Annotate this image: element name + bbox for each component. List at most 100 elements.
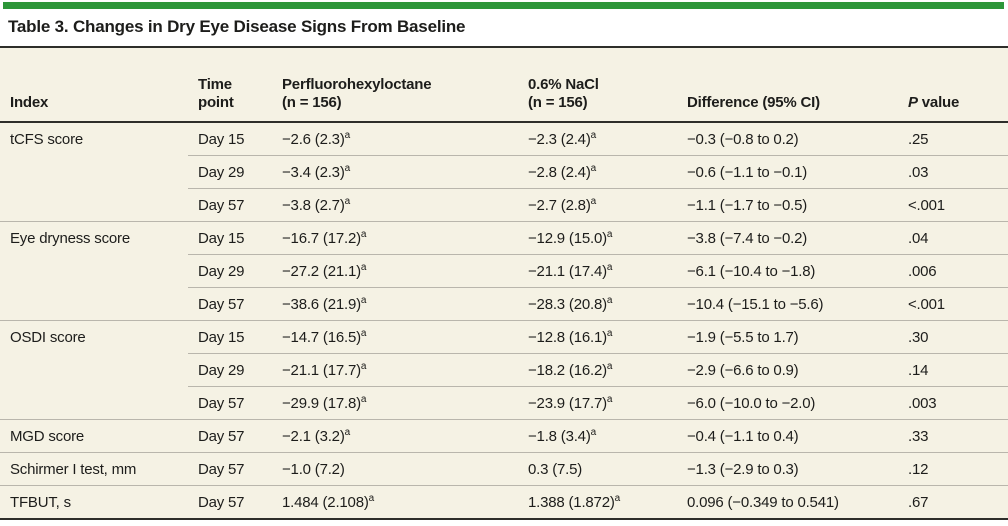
cell-index: MGD score — [0, 419, 188, 453]
footnote-marker: a — [344, 195, 351, 207]
table-title: Table 3. Changes in Dry Eye Disease Sign… — [8, 17, 466, 36]
table-row: Eye dryness score Day 15 −16.7 (17.2)a −12.… — [0, 221, 1008, 255]
footnote-marker: a — [360, 327, 367, 339]
cell-time: Day 57 — [188, 386, 272, 420]
table-row: Day 29 −3.4 (2.3)a −2.8 (2.4)a −0.6 (−1.1 t… — [0, 155, 1008, 189]
cell-index: OSDI score — [0, 320, 188, 354]
footnote-marker: a — [606, 228, 613, 240]
cell-time: Day 29 — [188, 155, 272, 189]
cell-pfho: −21.1 (17.7)a — [272, 353, 518, 387]
cell-time: Day 57 — [188, 419, 272, 453]
cell-p: .003 — [898, 386, 1008, 420]
cell-time: Day 15 — [188, 320, 272, 354]
cell-index — [0, 354, 188, 387]
table-row: OSDI score Day 15 −14.7 (16.5)a −12.8 (16.1… — [0, 320, 1008, 354]
table-row: TFBUT, s Day 57 1.484 (2.108)a 1.388 (1.872… — [0, 485, 1008, 519]
cell-index: Eye dryness score — [0, 221, 188, 255]
table-row: Day 57 −29.9 (17.8)a −23.9 (17.7)a −6.0 (−1… — [0, 386, 1008, 420]
cell-nacl: −12.8 (16.1)a — [518, 320, 677, 354]
cell-time: Day 57 — [188, 287, 272, 321]
cell-pfho: −1.0 (7.2) — [272, 452, 518, 486]
col-header-diff: Difference (95% CI) — [677, 48, 898, 123]
cell-p: .25 — [898, 121, 1008, 156]
cell-diff: −10.4 (−15.1 to −5.6) — [677, 287, 898, 321]
table-row: Day 57 −38.6 (21.9)a −28.3 (20.8)a −10.4 (−… — [0, 287, 1008, 321]
cell-p: <.001 — [898, 287, 1008, 321]
cell-p: .04 — [898, 221, 1008, 255]
table-row: Schirmer I test, mm Day 57 −1.0 (7.2) 0.3 (… — [0, 452, 1008, 486]
cell-p: .14 — [898, 353, 1008, 387]
footnote-marker: a — [360, 261, 367, 273]
footnote-marker: a — [344, 426, 351, 438]
cell-nacl: −18.2 (16.2)a — [518, 353, 677, 387]
cell-diff: −6.0 (−10.0 to −2.0) — [677, 386, 898, 420]
cell-p: .12 — [898, 452, 1008, 486]
cell-time: Day 29 — [188, 254, 272, 288]
cell-nacl: −12.9 (15.0)a — [518, 221, 677, 255]
cell-nacl: −21.1 (17.4)a — [518, 254, 677, 288]
cell-pfho: −27.2 (21.1)a — [272, 254, 518, 288]
cell-p: .67 — [898, 485, 1008, 519]
cell-time: Day 15 — [188, 221, 272, 255]
cell-nacl: −2.8 (2.4)a — [518, 155, 677, 189]
cell-pfho: 1.484 (2.108)a — [272, 485, 518, 519]
cell-nacl: −1.8 (3.4)a — [518, 419, 677, 453]
footnote-marker: a — [344, 162, 351, 174]
footnote-marker: a — [344, 129, 351, 141]
col-header-time: Time point — [188, 48, 272, 123]
cell-diff: −0.6 (−1.1 to −0.1) — [677, 155, 898, 189]
cell-index — [0, 189, 188, 222]
table-title-block: Table 3. Changes in Dry Eye Disease Sign… — [0, 9, 1008, 48]
cell-nacl: −2.7 (2.8)a — [518, 188, 677, 222]
footnote-marker: a — [606, 360, 613, 372]
cell-diff: −0.3 (−0.8 to 0.2) — [677, 121, 898, 156]
cell-pfho: −3.8 (2.7)a — [272, 188, 518, 222]
cell-index: TFBUT, s — [0, 485, 188, 519]
col-header-nacl: 0.6% NaCl (n = 156) — [518, 48, 677, 123]
table-row: Day 29 −21.1 (17.7)a −18.2 (16.2)a −2.9 (−6… — [0, 353, 1008, 387]
cell-p: .03 — [898, 155, 1008, 189]
table-header-row: Index Time point Perfluorohexyloctane (n = 1… — [0, 48, 1008, 123]
table-header: Index Time point Perfluorohexyloctane (n = 1… — [0, 48, 1008, 123]
footnote-marker: a — [590, 162, 597, 174]
table-row: tCFS score Day 15 −2.6 (2.3)a −2.3 (2.4)a −0… — [0, 121, 1008, 156]
cell-diff: −0.4 (−1.1 to 0.4) — [677, 419, 898, 453]
cell-index — [0, 255, 188, 288]
footnote-marker: a — [606, 261, 613, 273]
footnote-marker: a — [606, 294, 613, 306]
cell-pfho: −14.7 (16.5)a — [272, 320, 518, 354]
cell-index: Schirmer I test, mm — [0, 452, 188, 486]
cell-nacl: 0.3 (7.5) — [518, 452, 677, 486]
footnote-marker: a — [590, 195, 597, 207]
footnote-marker: a — [590, 129, 597, 141]
cell-p: .33 — [898, 419, 1008, 453]
cell-pfho: −2.6 (2.3)a — [272, 121, 518, 156]
cell-index — [0, 156, 188, 189]
footnote-marker: a — [360, 393, 367, 405]
col-header-pfho: Perfluorohexyloctane (n = 156) — [272, 48, 518, 123]
cell-time: Day 57 — [188, 188, 272, 222]
journal-accent-bar — [3, 2, 1004, 9]
cell-nacl: −28.3 (20.8)a — [518, 287, 677, 321]
cell-nacl: 1.388 (1.872)a — [518, 485, 677, 519]
cell-pfho: −16.7 (17.2)a — [272, 221, 518, 255]
cell-time: Day 15 — [188, 121, 272, 156]
table-row: Day 57 −3.8 (2.7)a −2.7 (2.8)a −1.1 (−1.7 t… — [0, 188, 1008, 222]
cell-diff: 0.096 (−0.349 to 0.541) — [677, 485, 898, 519]
footnote-marker: a — [590, 426, 597, 438]
cell-index — [0, 387, 188, 420]
cell-p: .006 — [898, 254, 1008, 288]
cell-diff: −6.1 (−10.4 to −1.8) — [677, 254, 898, 288]
cell-nacl: −23.9 (17.7)a — [518, 386, 677, 420]
cell-p: <.001 — [898, 188, 1008, 222]
cell-diff: −1.9 (−5.5 to 1.7) — [677, 320, 898, 354]
cell-pfho: −29.9 (17.8)a — [272, 386, 518, 420]
cell-diff: −1.1 (−1.7 to −0.5) — [677, 188, 898, 222]
table-body: tCFS score Day 15 −2.6 (2.3)a −2.3 (2.4)a −0… — [0, 121, 1008, 519]
footnote-marker: a — [606, 393, 613, 405]
cell-diff: −3.8 (−7.4 to −0.2) — [677, 221, 898, 255]
table-row: Day 29 −27.2 (21.1)a −21.1 (17.4)a −6.1 (−1… — [0, 254, 1008, 288]
cell-diff: −1.3 (−2.9 to 0.3) — [677, 452, 898, 486]
footnote-marker: a — [368, 492, 375, 504]
footnote-marker: a — [360, 228, 367, 240]
